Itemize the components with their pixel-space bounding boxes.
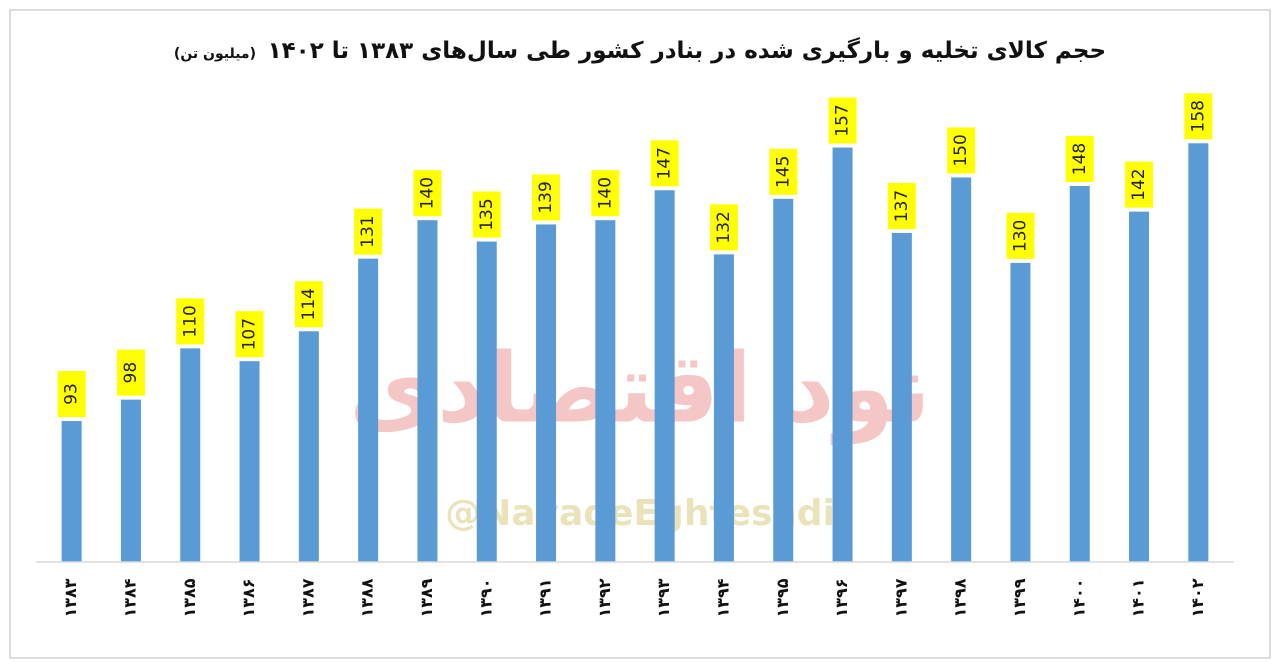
data-label-box (472, 191, 501, 238)
data-label: 145 (773, 156, 793, 188)
data-label: 140 (417, 177, 437, 209)
bar (536, 224, 557, 563)
x-tick-label: ۱۳۸۵ (180, 578, 199, 617)
data-label: 132 (714, 211, 734, 243)
x-tick-label: ۱۳۸۶ (239, 578, 258, 617)
x-tick-label: ۱۳۹۷ (891, 578, 910, 617)
bar (180, 348, 201, 562)
x-tick-label: ۱۳۸۹ (417, 578, 436, 617)
data-label: 130 (1010, 220, 1030, 252)
data-label-box (1006, 212, 1035, 259)
data-label: 98 (121, 362, 141, 384)
bar (832, 147, 853, 562)
x-tick-label: ۱۳۸۸ (358, 578, 377, 617)
data-label: 139 (536, 181, 556, 213)
bar (1129, 211, 1150, 563)
x-tick-label: ۱۳۹۵ (773, 578, 792, 617)
x-tick-label: ۱۳۹۶ (832, 578, 851, 617)
x-tick-label: ۱۳۹۱ (536, 578, 555, 617)
bar (1010, 262, 1031, 562)
x-tick-label: ۱۳۹۳ (654, 578, 673, 617)
data-label: 157 (833, 104, 853, 136)
data-label-box (57, 371, 86, 417)
x-tick-label: ۱۴۰۰ (1069, 578, 1088, 617)
bar (298, 331, 319, 562)
data-label: 137 (892, 190, 912, 222)
data-label: 148 (1070, 143, 1090, 175)
data-label-box (709, 204, 738, 251)
data-label: 107 (240, 318, 260, 350)
bar (120, 399, 141, 562)
data-label: 93 (62, 383, 82, 405)
x-tick-label: ۱۳۹۴ (713, 578, 732, 617)
data-label-box (1065, 136, 1094, 182)
chart-unit: (میلیون تن) (173, 46, 256, 62)
bar (1188, 143, 1209, 563)
frame (9, 9, 1271, 659)
bar (358, 258, 379, 562)
data-label-box (650, 140, 679, 187)
bar (595, 220, 616, 562)
chart-title-block: حجم کالای تخلیه و بارگیری شده در بنادر ک… (0, 38, 1280, 64)
bar (654, 190, 675, 563)
x-tick-label: ۱۴۰۱ (1129, 578, 1148, 617)
x-tick-label: ۱۳۹۹ (1010, 578, 1029, 617)
data-label: 142 (1129, 168, 1149, 200)
bar (713, 254, 734, 562)
data-label-box (828, 97, 857, 144)
x-tick-label: ۱۳۹۲ (595, 578, 614, 617)
data-label-box (235, 311, 264, 358)
watermark-handle: @NavadeEghtesadi (445, 493, 835, 534)
bar (951, 177, 972, 563)
data-label: 114 (299, 288, 319, 320)
data-label: 158 (1188, 100, 1208, 132)
data-label-box (1125, 161, 1154, 208)
data-label-box (887, 183, 916, 229)
bar (417, 220, 438, 562)
x-tick-label: ۱۳۸۳ (61, 578, 80, 617)
x-tick-label: ۱۳۹۰ (476, 578, 495, 617)
bar (476, 241, 497, 562)
x-tick-label: ۱۳۹۸ (951, 578, 970, 617)
data-label-box (532, 174, 561, 221)
data-label-box (413, 170, 442, 217)
x-tick-label: ۱۳۸۷ (298, 578, 317, 617)
bar (891, 233, 912, 562)
data-label: 147 (655, 147, 675, 179)
data-label: 140 (595, 177, 615, 209)
data-label: 150 (951, 134, 971, 166)
bar (773, 198, 794, 562)
data-label: 110 (180, 305, 200, 337)
data-label: 135 (477, 198, 497, 230)
data-label: 131 (358, 215, 378, 247)
data-label-box (947, 127, 976, 174)
data-label-box (294, 281, 323, 328)
bar (1069, 186, 1090, 562)
data-label-box (116, 349, 145, 396)
bar (239, 361, 260, 562)
bar (61, 421, 82, 562)
data-label-box (591, 170, 620, 217)
data-label-box (1184, 93, 1213, 140)
data-label-box (176, 298, 205, 345)
x-tick-label: ۱۳۸۴ (120, 578, 139, 617)
x-tick-label: ۱۴۰۲ (1188, 578, 1207, 617)
chart-title: حجم کالای تخلیه و بارگیری شده در بنادر ک… (267, 38, 1107, 64)
data-label-box (769, 148, 798, 195)
data-label-box (354, 208, 383, 255)
